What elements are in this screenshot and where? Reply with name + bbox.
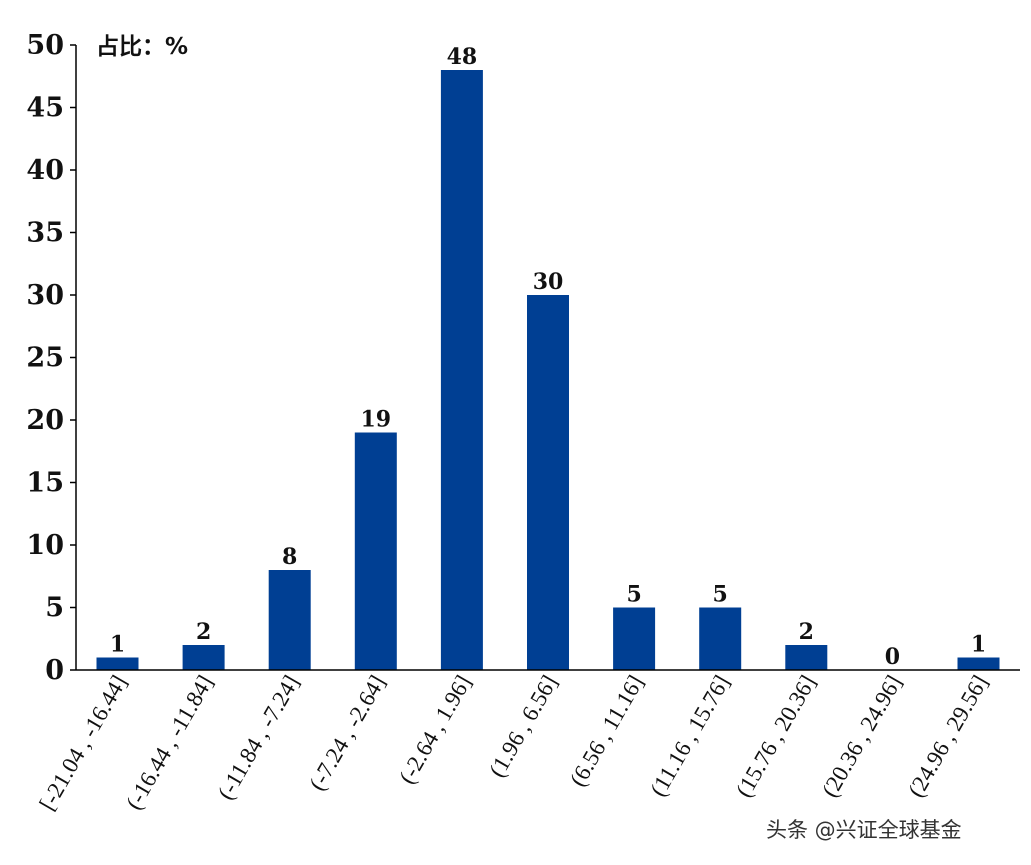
data-label: 1: [971, 632, 986, 658]
bar: [613, 607, 656, 670]
unit-label: 占比：%: [96, 34, 188, 60]
y-tick-label: 30: [26, 280, 64, 311]
data-label: 5: [626, 582, 641, 608]
bar: [527, 295, 569, 670]
x-category-label: (-2.64 , 1.96]: [394, 671, 476, 788]
bar: [699, 607, 742, 670]
x-category-label: (-16.44 , -11.84]: [121, 671, 218, 814]
y-tick-label: 5: [45, 593, 64, 624]
y-tick-label: 20: [26, 405, 64, 436]
bar: [96, 657, 139, 670]
x-category-label: (-7.24 , -2.64]: [304, 671, 390, 795]
data-label: 48: [447, 44, 478, 70]
data-label: 19: [360, 407, 391, 433]
bar: [268, 570, 311, 670]
x-category-label: [-21.04 , -16.44]: [34, 671, 131, 815]
y-tick-label: 45: [26, 93, 64, 124]
data-label: 1: [110, 632, 125, 658]
y-axis: 0 5 10 15 20 25 30 35 40 45 50: [26, 30, 76, 686]
data-label: 0: [885, 644, 900, 670]
x-category-label: (15.76 , 20.36]: [731, 671, 821, 801]
bars: [96, 70, 1000, 670]
x-category-label: (11.16 , 15.76]: [645, 671, 734, 801]
data-label: 8: [282, 544, 297, 570]
data-label: 2: [799, 619, 814, 645]
watermark: 头条 @兴证全球基金: [766, 818, 962, 842]
y-tick-label: 40: [26, 155, 64, 186]
bar: [440, 70, 483, 670]
x-category-label: (20.36 , 24.96]: [817, 671, 907, 801]
bar: [182, 645, 225, 670]
data-label: 2: [196, 619, 211, 645]
y-tick-label: 0: [45, 655, 64, 686]
bar: [785, 645, 828, 670]
data-label: 30: [533, 269, 564, 295]
x-category-label: (1.96 , 6.56]: [484, 671, 562, 781]
bar: [957, 657, 1000, 670]
y-tick-label: 35: [26, 218, 64, 249]
x-category-label: (6.56 , 11.16]: [565, 671, 649, 791]
y-tick-label: 10: [26, 530, 64, 561]
data-label: 5: [713, 582, 728, 608]
data-labels: 1 2 8 19 48 30 5 5 2 0 1: [110, 44, 986, 670]
y-tick-label: 25: [26, 343, 64, 374]
x-category-label: (24.96 , 29.56]: [903, 671, 993, 801]
x-category-label: (-11.84 , -7.24]: [213, 671, 304, 804]
bar: [354, 432, 397, 670]
x-axis-categories: [-21.04 , -16.44](-16.44 , -11.84](-11.8…: [34, 671, 992, 815]
y-tick-label: 15: [26, 468, 64, 499]
y-tick-label: 50: [26, 30, 64, 61]
